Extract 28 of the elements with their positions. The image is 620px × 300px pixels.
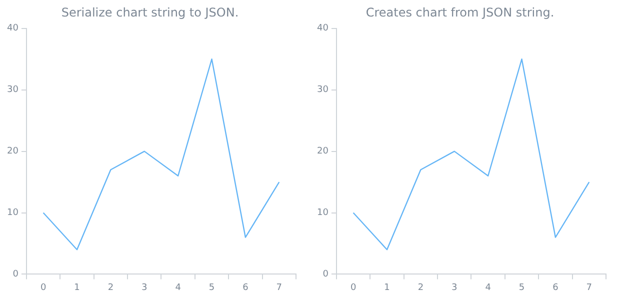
x-tick-label: 4 (485, 282, 492, 293)
x-tick-label: 0 (40, 282, 46, 293)
x-tick-label: 3 (452, 282, 458, 293)
y-tick-label: 40 (7, 24, 19, 34)
x-tick-label: 2 (418, 282, 424, 293)
y-tick-label: 10 (7, 208, 19, 218)
y-tick-label: 20 (317, 146, 329, 157)
y-tick-label: 40 (317, 24, 329, 34)
x-tick-label: 2 (108, 282, 114, 293)
x-tick-label: 3 (142, 282, 148, 293)
y-tick-label: 0 (322, 270, 329, 280)
x-tick-label: 5 (518, 282, 525, 293)
x-tick-label: 4 (175, 282, 182, 293)
y-tick-label: 30 (7, 85, 19, 96)
y-tick-label: 10 (317, 208, 329, 218)
x-tick-label: 5 (208, 282, 215, 293)
x-tick-label: 6 (242, 282, 249, 293)
y-tick-label: 20 (7, 146, 19, 157)
x-tick-label: 1 (384, 282, 390, 293)
x-tick-label: 6 (552, 282, 559, 293)
x-tick-label: 0 (350, 282, 356, 293)
x-tick-label: 1 (74, 282, 80, 293)
y-tick-label: 30 (317, 85, 329, 96)
x-tick-label: 7 (586, 282, 592, 293)
x-tick-label: 7 (276, 282, 282, 293)
chart-title: Creates chart from JSON string. (366, 5, 554, 20)
chart-title: Serialize chart string to JSON. (61, 5, 239, 20)
y-tick-label: 0 (12, 270, 19, 280)
